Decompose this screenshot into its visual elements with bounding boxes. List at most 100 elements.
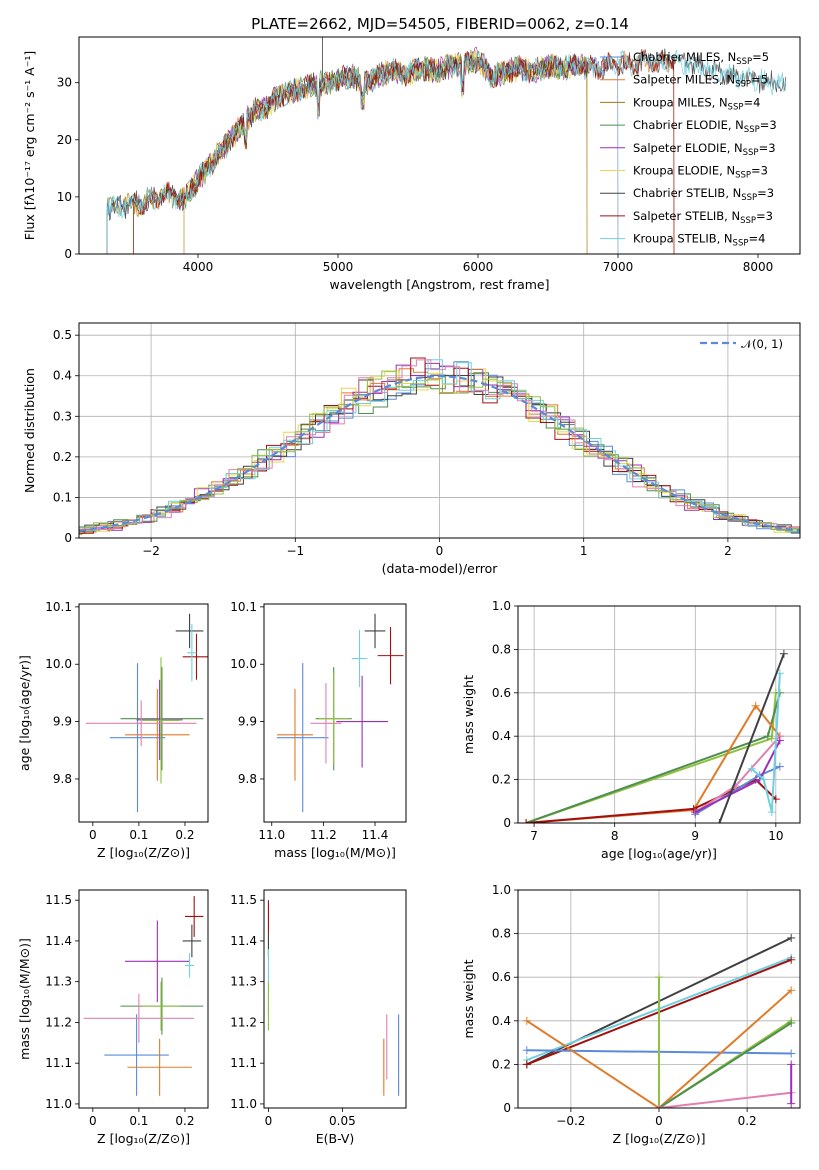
mass-weight-line — [658, 1022, 792, 1108]
y-tick-label: 11.4 — [230, 934, 257, 948]
residual-histogram-panel: −2 −1 0 1 2 0 0.1 0.2 0.3 0.4 0.5 (data-model)/erro… — [22, 322, 801, 576]
x-tick-label: 10 — [768, 829, 783, 843]
y-tick-label: 0.2 — [492, 773, 511, 787]
x-tick-label: 0.2 — [175, 828, 194, 842]
x-tick-label: 11.4 — [362, 828, 389, 842]
plot-area — [267, 900, 400, 1096]
figure-title: PLATE=2662, MJD=54505, FIBERID=0062, z=0… — [251, 15, 629, 33]
axes-frame — [78, 322, 801, 539]
legend-sub: SSP — [744, 125, 760, 135]
plot-area — [85, 613, 208, 813]
x-tick-label: 0 — [436, 544, 444, 558]
x-tick-label: −0.2 — [556, 1114, 585, 1128]
mass-weight-line — [658, 1091, 792, 1108]
y-tick-label: 0.8 — [492, 642, 511, 656]
x-axis-label: wavelength [Angstrom, rest frame] — [329, 277, 549, 292]
y-tick-label: 11.0 — [45, 1097, 72, 1111]
axes-frame — [78, 889, 209, 1109]
x-axis-label: Z [log₁₀(Z/Z⊙)] — [97, 845, 190, 860]
y-tick-label: 30 — [57, 76, 72, 90]
legend-tail: =5 — [752, 50, 769, 64]
age-vs-metallicity-panel: 0 0.1 0.2 9.8 9.9 10.0 10.1 Z [log₁₀(Z/Z⊙)] age … — [17, 600, 209, 860]
x-axis-label: (data-model)/error — [382, 561, 499, 576]
legend-entry: 𝒩(0, 1) — [741, 337, 783, 351]
mass-weight-line — [525, 692, 777, 823]
plot-area — [79, 357, 800, 537]
y-tick-label: 11.2 — [45, 1015, 72, 1029]
mass-weight-vs-metallicity-panel: −0.2 0 0.2 0 0.2 0.4 0.6 0.8 1.0 Z [log₁₀(Z/Z⊙)] m… — [461, 883, 801, 1146]
mass-weight-line — [658, 977, 792, 1108]
plot-area — [106, 37, 787, 254]
y-tick-label: 9.8 — [238, 772, 257, 786]
mass-weight-line — [526, 989, 792, 1108]
y-axis-label: Normed distribution — [22, 368, 37, 493]
legend-sub: SSP — [733, 239, 749, 249]
y-tick-label: 10.0 — [230, 657, 257, 671]
y-tick-label: 0 — [64, 531, 72, 545]
plot-area — [83, 896, 204, 1096]
x-tick-label: 0.05 — [329, 1114, 356, 1128]
y-tick-label: 0.4 — [492, 729, 511, 743]
y-tick-label: 10 — [57, 190, 72, 204]
y-tick-label: 0.8 — [492, 927, 511, 941]
legend-text: Chabrier STELIB, N — [633, 186, 741, 200]
x-tick-label: −2 — [142, 544, 160, 558]
y-tick-label: 11.3 — [230, 975, 257, 989]
legend-tail: =3 — [756, 209, 773, 223]
y-tick-label: 11.0 — [230, 1097, 257, 1111]
legend-sub: SSP — [741, 193, 757, 203]
y-tick-label: 20 — [57, 133, 72, 147]
y-tick-label: 0.3 — [53, 409, 72, 423]
axes-frame — [263, 889, 407, 1109]
y-tick-label: 0.4 — [492, 1014, 511, 1028]
mass-weight-line — [751, 673, 781, 813]
x-tick-label: 8000 — [743, 260, 774, 274]
legend-text: Salpeter MILES, N — [633, 73, 735, 87]
legend-tail: =4 — [743, 95, 760, 109]
legend-tail: =3 — [760, 118, 777, 132]
y-tick-label: 0.6 — [492, 686, 511, 700]
y-tick-label: 11.1 — [230, 1056, 257, 1070]
legend-text: Kroupa ELODIE, N — [633, 164, 735, 178]
x-tick-label: 0 — [655, 1114, 663, 1128]
axes-frame — [517, 605, 801, 824]
legend-tail: =3 — [759, 141, 776, 155]
x-tick-label: 7000 — [603, 260, 634, 274]
legend-sub: SSP — [735, 171, 751, 181]
plot-area — [276, 613, 404, 813]
legend-entry: Chabrier MILES, NSSP=5 — [633, 50, 769, 67]
legend-tail: =4 — [748, 232, 765, 246]
y-tick-label: 9.9 — [238, 715, 257, 729]
spectrum-panel: 4000 5000 6000 7000 8000 0 10 20 30 wavelength [A… — [22, 36, 801, 292]
axes-frame — [263, 603, 407, 823]
y-tick-label: 11.1 — [45, 1056, 72, 1070]
legend-sub: SSP — [740, 216, 756, 226]
legend-text: Salpeter ELODIE, N — [633, 141, 743, 155]
legend-entry: Chabrier ELODIE, NSSP=3 — [633, 118, 777, 135]
y-tick-label: 0 — [503, 816, 511, 830]
age-vs-mass-panel: 11.0 11.2 11.4 9.8 9.9 10.0 10.1 mass [log₁₀(M/… — [230, 600, 407, 860]
y-tick-label: 0.5 — [53, 328, 72, 342]
x-tick-label: 0.2 — [738, 1114, 757, 1128]
x-tick-label: 0.1 — [129, 1114, 148, 1128]
x-tick-label: 11.0 — [258, 828, 285, 842]
legend-tail: =3 — [751, 164, 768, 178]
x-axis-label: age [log₁₀(age/yr)] — [601, 846, 717, 861]
mass-vs-metallicity-panel: 0 0.1 0.2 11.0 11.1 11.2 11.3 11.4 11.5 Z [log₁₀(… — [17, 889, 209, 1146]
mass-vs-ebv-panel: 0 0.05 11.0 11.1 11.2 11.3 11.4 11.5 E(B-V) — [230, 889, 407, 1146]
x-tick-label: 0 — [265, 1114, 273, 1128]
axes-frame — [78, 36, 801, 255]
x-tick-label: 0 — [89, 1114, 97, 1128]
y-tick-label: 11.5 — [230, 893, 257, 907]
y-axis-label: age [log₁₀(age/yr)] — [17, 655, 32, 771]
y-tick-label: 9.8 — [53, 772, 72, 786]
legend-text: Chabrier MILES, N — [633, 50, 736, 64]
legend-entry: Kroupa STELIB, NSSP=4 — [633, 232, 765, 249]
x-axis-label: mass [log₁₀(M/M⊙)] — [274, 845, 396, 860]
spectrum-line — [133, 49, 675, 254]
spectrum-line — [133, 49, 675, 254]
y-tick-label: 11.4 — [45, 934, 72, 948]
y-tick-label: 0.4 — [53, 369, 72, 383]
legend-entry: Salpeter STELIB, NSSP=3 — [633, 209, 773, 226]
